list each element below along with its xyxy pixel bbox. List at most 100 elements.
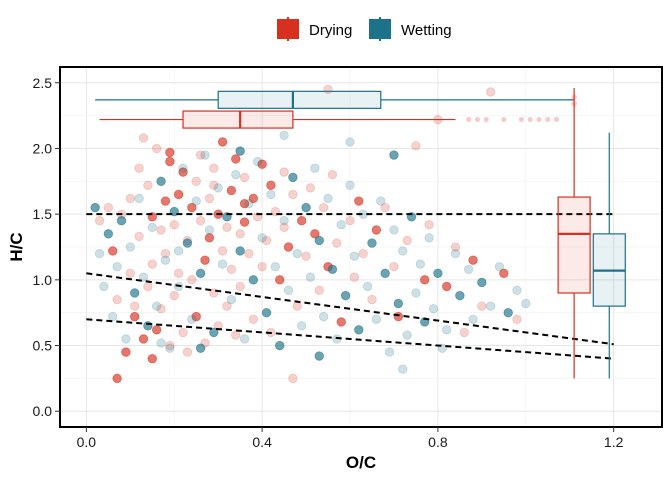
point-drying (424, 219, 434, 230)
x-boxplot-box (182, 110, 294, 129)
point-wetting (191, 196, 201, 206)
point-wetting (108, 311, 118, 322)
point-wetting (239, 334, 250, 344)
point-drying (160, 248, 171, 259)
point-drying (134, 231, 144, 242)
x-boxplot-outlier (483, 117, 489, 123)
y-axis-title: H/C (7, 232, 26, 261)
point-drying (283, 242, 294, 252)
point-wetting (345, 180, 355, 190)
point-wetting (398, 246, 408, 256)
point-drying (209, 163, 219, 173)
point-wetting (521, 298, 531, 309)
point-wetting (389, 150, 399, 160)
point-drying (209, 180, 219, 190)
point-wetting (441, 325, 452, 335)
point-drying (380, 202, 390, 213)
point-drying (244, 248, 254, 259)
point-drying (143, 281, 153, 292)
point-drying (125, 193, 136, 204)
point-drying (292, 301, 302, 311)
point-wetting (463, 264, 474, 275)
point-drying (173, 189, 184, 200)
point-drying (257, 159, 267, 169)
point-drying (151, 143, 162, 154)
point-drying (261, 235, 272, 246)
point-wetting (125, 242, 136, 252)
point-wetting (345, 137, 355, 147)
point-drying (441, 281, 452, 292)
point-wetting (231, 170, 241, 180)
point-drying (310, 229, 320, 239)
reference-line-3 (86, 318, 614, 360)
point-wetting (261, 307, 272, 318)
point-drying (512, 314, 522, 324)
point-wetting (147, 222, 157, 232)
point-wetting (468, 314, 478, 324)
point-drying (349, 272, 360, 282)
point-drying (147, 353, 157, 364)
point-drying (165, 156, 175, 167)
y-tick-label: 1.0 (33, 272, 53, 288)
point-wetting (367, 238, 377, 248)
point-drying (156, 225, 166, 235)
point-wetting (371, 314, 382, 324)
point-drying (217, 137, 228, 147)
point-wetting (314, 235, 324, 246)
point-drying (204, 233, 215, 243)
x-boxplot-outlier (554, 117, 560, 123)
point-drying (257, 262, 267, 272)
point-drying (187, 275, 197, 285)
point-drying (345, 216, 355, 226)
legend-label-wetting: Wetting (401, 22, 452, 39)
point-drying (151, 325, 162, 335)
point-drying (138, 133, 149, 143)
point-wetting (402, 330, 412, 340)
point-wetting (187, 314, 197, 324)
point-wetting (455, 290, 465, 301)
x-boxplot-outlier (527, 117, 533, 123)
point-wetting (195, 343, 206, 353)
point-wetting (204, 225, 215, 235)
point-drying (301, 251, 311, 261)
point-wetting (349, 251, 360, 261)
point-wetting (112, 262, 122, 272)
point-drying (288, 373, 298, 384)
point-drying (266, 180, 276, 190)
y-tick-label: 2.0 (33, 140, 53, 156)
point-drying (226, 185, 237, 196)
marginal-boxplots (95, 88, 626, 379)
point-drying (499, 268, 509, 278)
point-drying (296, 216, 307, 226)
point-wetting (336, 219, 346, 230)
point-drying (231, 330, 241, 340)
point-wetting (103, 229, 114, 239)
y-tick-label: 0.5 (33, 338, 53, 354)
point-wetting (485, 301, 496, 311)
point-drying (178, 167, 188, 177)
point-wetting (512, 285, 522, 296)
point-wetting (310, 163, 320, 173)
legend: Drying Wetting (277, 17, 452, 41)
point-wetting (213, 183, 223, 193)
point-drying (134, 163, 144, 173)
point-drying (358, 248, 368, 259)
x-tick-label: 0.0 (77, 434, 97, 450)
point-drying (305, 183, 316, 193)
point-wetting (450, 248, 461, 259)
point-drying (279, 222, 289, 232)
point-drying (402, 235, 412, 246)
point-drying (248, 314, 259, 324)
x-boxplot-outlier (545, 117, 551, 123)
point-drying (204, 193, 215, 204)
point-wetting (235, 146, 245, 156)
point-wetting (266, 189, 276, 200)
point-drying (178, 327, 188, 338)
point-drying (367, 294, 377, 305)
point-wetting (270, 262, 281, 272)
point-wetting (283, 285, 294, 296)
point-drying (411, 141, 421, 151)
point-wetting (195, 268, 206, 278)
x-boxplot-outlier (536, 117, 542, 123)
point-wetting (389, 225, 399, 235)
